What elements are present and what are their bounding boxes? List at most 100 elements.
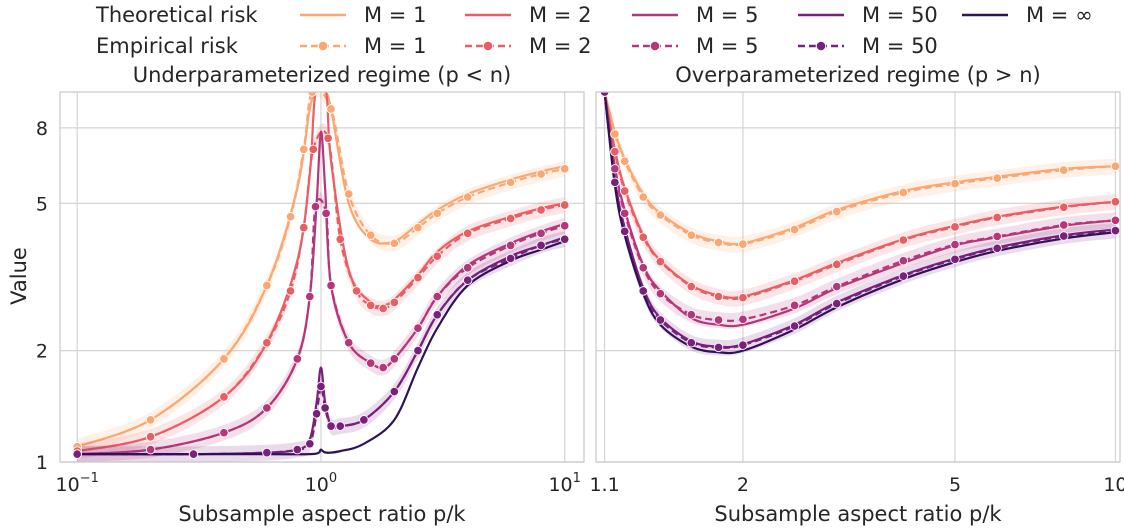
data-point — [686, 338, 697, 348]
data-point — [610, 146, 620, 157]
data-point — [992, 212, 1002, 223]
data-point — [505, 177, 516, 188]
empirical-markers — [72, 201, 570, 459]
data-point — [1110, 197, 1120, 207]
plot-area — [599, 92, 1120, 356]
data-point — [219, 354, 229, 364]
theoretical-risk-line — [603, 92, 1116, 299]
data-point — [432, 251, 442, 261]
legend-row-label-theoretical: Theoretical risk — [95, 3, 258, 27]
data-point — [789, 276, 800, 286]
data-point — [389, 297, 400, 308]
data-point — [343, 338, 354, 348]
data-point — [559, 221, 570, 231]
x-tick-label: 1.1 — [589, 474, 619, 496]
data-point — [323, 133, 333, 143]
legend-entry-empirical: M = 2 — [465, 34, 591, 58]
data-point — [305, 439, 315, 449]
data-point — [950, 239, 960, 250]
data-point — [713, 291, 724, 302]
empirical-markers — [599, 92, 1120, 303]
legend-entry-label: M = 2 — [529, 34, 591, 58]
y-axis-label: Value — [7, 247, 31, 305]
x-axis-label: Subsample aspect ratio p/k — [714, 502, 1002, 526]
data-point — [713, 342, 724, 353]
axes-frame — [595, 91, 1121, 463]
data-point — [559, 234, 570, 244]
y-tick-label: 2 — [36, 341, 48, 363]
data-point — [307, 92, 317, 97]
data-point — [536, 169, 546, 179]
legend-entry-label: M = 1 — [364, 34, 426, 58]
legend-entry-theoretical: M = 5 — [632, 3, 758, 27]
data-point — [638, 192, 648, 202]
data-point — [432, 310, 442, 320]
data-point — [262, 447, 272, 458]
data-point — [610, 129, 620, 139]
data-point — [389, 354, 400, 364]
confidence-band — [77, 231, 565, 462]
data-point — [262, 280, 272, 291]
data-point — [298, 222, 309, 233]
axes-frame — [59, 91, 585, 463]
data-point — [610, 164, 620, 174]
data-point — [789, 321, 800, 331]
data-point — [655, 288, 666, 299]
data-point — [351, 286, 362, 296]
data-point — [311, 409, 322, 419]
x-tick-label: 101 — [548, 471, 580, 496]
data-point — [536, 240, 546, 251]
data-point — [898, 255, 909, 266]
data-point — [1059, 202, 1069, 213]
data-point — [335, 234, 346, 244]
data-point — [738, 239, 748, 249]
legend-marker-swatch — [815, 40, 827, 52]
data-point — [1110, 225, 1120, 236]
x-tick-label: 100 — [305, 471, 337, 496]
data-point — [832, 206, 842, 217]
panel-underparameterized: Underparameterized regime (p < n) 10−1 100… — [36, 63, 585, 526]
y-tick-label: 5 — [36, 193, 48, 215]
data-point — [326, 421, 336, 431]
data-point — [832, 281, 842, 292]
data-point — [950, 222, 960, 232]
data-point — [738, 292, 748, 303]
data-point — [505, 213, 516, 224]
confidence-band — [604, 92, 1116, 329]
data-point — [378, 303, 388, 314]
data-point — [145, 432, 156, 442]
legend-entry-label: M = 5 — [696, 34, 758, 58]
data-point — [321, 208, 331, 219]
x-tick-label: 10 — [1103, 474, 1124, 496]
data-point — [285, 286, 296, 296]
theoretical-risk-line — [77, 240, 566, 456]
data-point — [145, 415, 156, 425]
data-point — [536, 228, 546, 239]
data-point — [298, 144, 309, 155]
panel-title: Underparameterized regime (p < n) — [133, 63, 512, 87]
legend-entry-theoretical: M = 1 — [300, 3, 426, 27]
theoretical-risk-line — [603, 92, 1116, 355]
data-point — [359, 415, 369, 425]
data-point — [308, 144, 319, 155]
data-point — [655, 315, 666, 325]
data-point — [188, 449, 199, 459]
data-point — [462, 228, 473, 239]
data-point — [326, 280, 336, 291]
data-point — [145, 444, 156, 455]
series-theoretical — [77, 240, 566, 456]
legend-marker-swatch — [482, 40, 494, 52]
data-point — [713, 237, 724, 248]
data-point — [432, 291, 442, 302]
data-point — [1059, 165, 1069, 175]
data-point — [638, 286, 648, 296]
data-point — [1059, 220, 1069, 230]
series-theoretical — [603, 92, 1116, 355]
data-point — [619, 208, 630, 219]
data-point — [619, 156, 630, 166]
data-point — [505, 253, 516, 264]
data-point — [378, 362, 388, 373]
data-point — [536, 205, 546, 215]
legend-entry-theoretical: M = 2 — [465, 3, 591, 27]
legend-marker-swatch — [649, 40, 661, 52]
